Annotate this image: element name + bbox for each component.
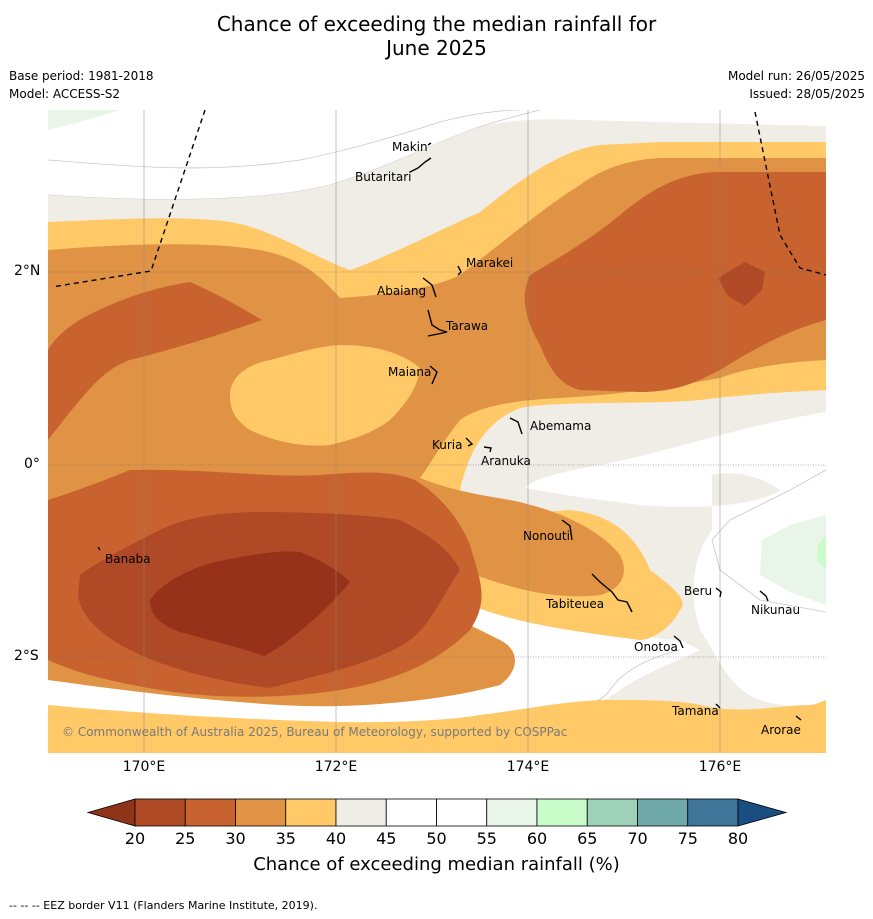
contour-line-east: [711, 469, 826, 613]
lat-label-2s: 2°S: [14, 648, 39, 664]
rainfall-map: Makin Butaritari Marakei Abaiang Tarawa …: [48, 110, 826, 753]
colorbar-tick-label: 55: [476, 829, 497, 848]
issued-date: Issued: 28/05/2025: [749, 87, 865, 101]
place-nonouti: Nonouti: [523, 529, 570, 543]
contour-line-north: [48, 110, 521, 169]
band-25-30-west: [48, 282, 262, 440]
colorbar-swatch: [536, 798, 588, 827]
band-60-65-east: [817, 535, 826, 570]
colorbar-tick-label: 75: [677, 829, 698, 848]
island-outlines: [97, 142, 802, 721]
colorbar-label: Chance of exceeding median rainfall (%): [253, 854, 620, 875]
place-tabiteuea: Tabiteuea: [545, 597, 604, 611]
colorbar-swatch: [134, 798, 186, 827]
colorbar-tick-label: 35: [275, 829, 296, 848]
lon-gridlines: [143, 110, 721, 753]
lon-label-174: 174°E: [506, 759, 550, 775]
colorbar-swatch: [486, 798, 538, 827]
title-line-1: Chance of exceeding the median rainfall …: [216, 12, 657, 36]
place-abaiang: Abaiang: [377, 284, 426, 298]
contour-line-north2: [48, 110, 541, 200]
colorbar-tick-label: 45: [376, 829, 397, 848]
colorbar-swatch: [235, 798, 287, 827]
colorbar-tick-label: 25: [175, 829, 196, 848]
colorbar-tick-label: 40: [325, 829, 347, 848]
place-tarawa: Tarawa: [445, 319, 488, 333]
colorbar-tick-label: 65: [577, 829, 598, 848]
band-20-25-east: [718, 262, 765, 306]
place-nikunau: Nikunau: [751, 603, 800, 617]
band-55-60-north: [48, 110, 120, 130]
band-35-40-center: [230, 345, 420, 446]
meta-right: Model run: 26/05/2025 Issued: 28/05/2025: [728, 67, 865, 103]
colorbar-swatch: [586, 798, 638, 827]
lat-label-0: 0°: [24, 456, 40, 472]
colorbar-tick-label: 20: [124, 829, 146, 848]
place-kuria: Kuria: [432, 438, 463, 452]
colorbar-swatch: [184, 798, 236, 827]
band-35-40-sw: [48, 690, 826, 753]
lon-label-170: 170°E: [122, 759, 166, 775]
colorbar-swatch: [335, 798, 387, 827]
colorbar-tick-label: 70: [627, 829, 648, 848]
colorbar-swatch: [687, 798, 739, 827]
colorbar-tick-label: 30: [225, 829, 246, 848]
colorbar-high-extension: [737, 798, 788, 827]
place-tamana: Tamana: [671, 704, 719, 718]
lat-gridlines: [48, 271, 826, 658]
place-marakei: Marakei: [466, 256, 513, 270]
colorbar-tick-label: 50: [426, 829, 447, 848]
place-beru: Beru: [684, 584, 712, 598]
place-abemama: Abemama: [530, 419, 591, 433]
band-55-60-east: [760, 515, 826, 605]
eez-border: [51, 110, 826, 288]
colorbar-swatch: [436, 798, 488, 827]
place-butaritari: Butaritari: [355, 170, 412, 184]
colorbar-swatch: [637, 798, 689, 827]
colorbar: [86, 798, 788, 827]
place-banaba: Banaba: [105, 552, 151, 566]
colorbar-low-extension: [86, 798, 136, 827]
lat-label-2n: 2°N: [14, 263, 41, 279]
model-run: Model run: 26/05/2025: [727, 69, 865, 83]
colorbar-tick-label: 80: [727, 829, 749, 848]
eez-footnote: -- -- -- EEZ border V11 (Flanders Marine…: [9, 899, 318, 912]
band-lt20-south: [150, 551, 350, 656]
place-aranuka: Aranuka: [481, 454, 531, 468]
map-title: Chance of exceeding the median rainfall …: [0, 12, 873, 60]
title-line-2: June 2025: [386, 36, 487, 60]
lon-label-172: 172°E: [314, 759, 358, 775]
model-name: Model: ACCESS-S2: [9, 87, 121, 101]
place-maiana: Maiana: [388, 365, 431, 379]
band-25-30-east: [524, 172, 826, 392]
meta-left: Base period: 1981-2018 Model: ACCESS-S2: [9, 67, 154, 103]
copyright-note: © Commonwealth of Australia 2025, Bureau…: [62, 725, 567, 739]
colorbar-swatch: [285, 798, 337, 827]
base-period: Base period: 1981-2018: [9, 69, 154, 83]
place-labels: Makin Butaritari Marakei Abaiang Tarawa …: [105, 140, 801, 737]
colorbar-tick-label: 60: [526, 829, 548, 848]
place-makin: Makin: [392, 140, 428, 154]
place-onotoa: Onotoa: [634, 640, 678, 654]
colorbar-swatch: [385, 798, 437, 827]
lon-label-176: 176°E: [698, 759, 742, 775]
place-arorae: Arorae: [761, 723, 801, 737]
